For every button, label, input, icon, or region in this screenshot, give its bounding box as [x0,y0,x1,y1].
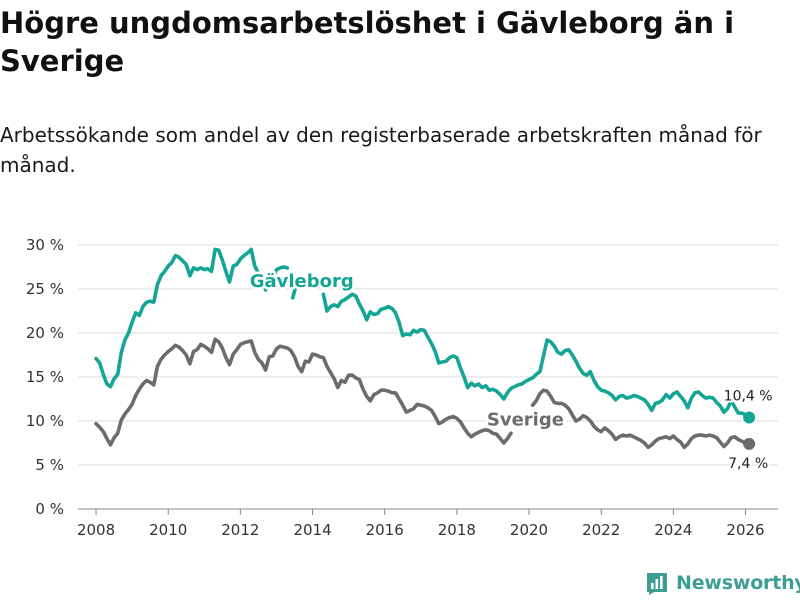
y-tick-label: 30 % [26,236,64,254]
x-tick-label: 2014 [293,521,331,539]
chart-subtitle: Arbetssökande som andel av den registerb… [0,123,762,177]
x-tick-label: 2022 [582,521,620,539]
y-tick-label: 20 % [26,324,64,342]
chart-title: Högre ungdomsarbetslöshet i Gävleborg än… [0,6,735,78]
y-axis: 0 % 5 % 10 % 15 % 20 % 25 % 30 % [26,236,64,518]
x-tick-label: 2012 [221,521,259,539]
gavleborg-end-marker [743,411,756,424]
gridlines [78,244,778,510]
y-tick-label: 10 % [26,412,64,430]
sverige-end-marker [743,437,756,450]
series-labels: 10,4 % Gävleborg 7,4 % Sverige [247,269,774,474]
sverige-series-label: Sverige [487,409,564,430]
x-tick-label: 2024 [654,521,692,539]
sverige-line [530,388,751,450]
series [94,247,756,450]
x-axis: 2008 2010 2012 2014 2016 2018 2020 2022 2024 2026 [77,509,765,539]
gavleborg-series-label: Gävleborg [250,271,354,292]
gavleborg-end-label: 10,4 % [724,388,773,404]
sverige-end-label: 7,4 % [728,456,768,472]
x-tick-label: 2026 [726,521,764,539]
brand-logo: Newsworthy [645,568,800,598]
x-tick-label: 2010 [149,521,187,539]
sverige-line [94,337,513,447]
newsworthy-logo-icon [647,573,667,595]
y-tick-label: 5 % [35,456,64,474]
x-tick-label: 2016 [366,521,404,539]
gavleborg-line [290,282,299,300]
brand-name: Newsworthy [676,572,800,594]
x-tick-label: 2008 [77,521,115,539]
y-tick-label: 0 % [35,500,64,518]
x-tick-label: 2018 [438,521,476,539]
y-tick-label: 15 % [26,368,64,386]
y-tick-label: 25 % [26,280,64,298]
gavleborg-line [321,292,751,420]
gavleborg-line [94,247,290,389]
x-tick-label: 2020 [510,521,548,539]
